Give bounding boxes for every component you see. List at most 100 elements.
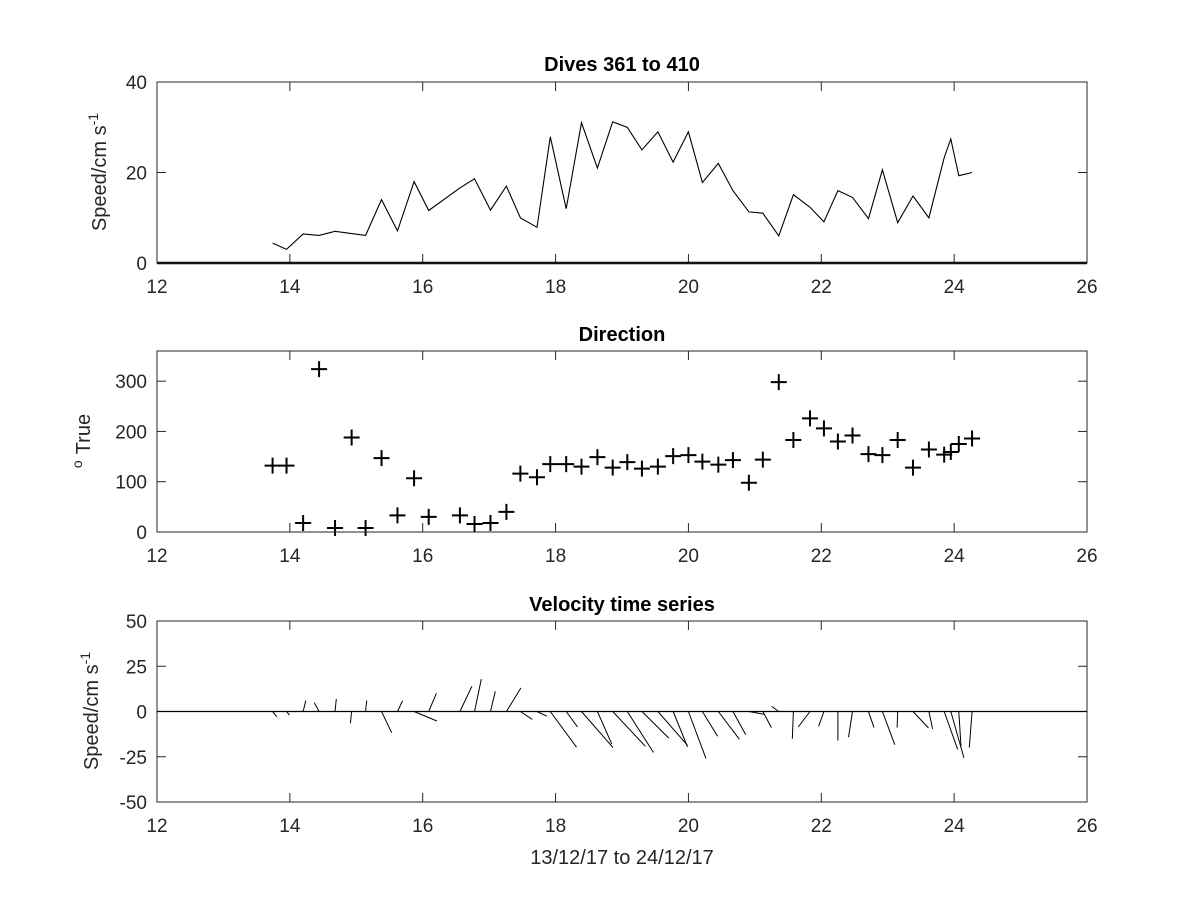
velocity-stick [334,698,337,712]
direction-point [528,469,545,486]
velocity-stick [748,711,764,715]
speed-ytick-label: 0 [136,254,147,275]
velocity-stick [701,711,719,737]
direction-point [406,470,423,487]
velocity-ytick-label: -25 [120,748,147,769]
panel-speed: Dives 361 to 410 Speed/cm s-1 12 14 16 18 20… [85,54,1098,298]
velocity-ytick-label: -50 [120,793,147,814]
direction-xtick-label: 26 [1076,546,1097,567]
direction-point [343,429,360,446]
direction-point [785,431,802,448]
direction-point [889,431,906,448]
speed-ytick-label: 20 [126,164,147,185]
direction-xtick-label: 20 [678,546,699,567]
velocity-stick [641,711,670,739]
direction-point [829,433,846,450]
velocity-stick [520,711,533,720]
panel-direction-ticks: 12 14 16 18 20 22 24 26 0 100 200 300 [115,351,1098,567]
velocity-stick [474,678,482,712]
panel-velocity-xlabel: 13/12/17 to 24/12/17 [530,847,714,869]
velocity-stick [349,711,353,724]
direction-point [936,446,953,463]
velocity-stick [912,711,929,729]
direction-point [311,361,328,378]
velocity-stick [791,711,794,739]
direction-xtick-label: 18 [545,546,566,567]
velocity-ytick-label: 25 [126,657,147,678]
velocity-ytick-label: 0 [136,703,147,724]
direction-point [604,459,621,476]
speed-xtick-label: 26 [1076,277,1097,298]
direction-point [619,454,636,471]
direction-point [466,515,483,532]
velocity-stick [536,711,548,717]
direction-xtick-label: 22 [811,546,832,567]
direction-point [373,450,390,467]
panel-direction-ylabel: o True [69,414,95,468]
direction-point [558,456,575,473]
direction-point [920,441,937,458]
panel-direction-title: Direction [579,324,666,346]
panel-velocity-ylabel-sup: -1 [77,652,93,665]
velocity-xtick-label: 14 [279,816,301,837]
velocity-stick [549,711,577,748]
panel-velocity-frame [156,620,1088,803]
direction-point [710,456,727,473]
velocity-stick [302,700,307,712]
velocity-stick [732,711,747,735]
speed-xtick-label: 20 [678,277,699,298]
direction-point [950,436,967,453]
velocity-xtick-label: 18 [545,816,566,837]
direction-point [874,447,891,464]
direction-point [278,457,295,474]
velocity-stick [505,687,522,712]
speed-xtick-label: 24 [944,277,966,298]
speed-xtick-label: 14 [279,277,301,298]
direction-point [740,474,757,491]
direction-point [801,410,818,427]
panel-direction-frame [156,350,1088,533]
velocity-xtick-label: 26 [1076,816,1097,837]
direction-point [482,514,499,531]
direction-xtick-label: 12 [146,546,167,567]
direction-point [633,460,650,477]
velocity-stick [459,686,473,712]
direction-xtick-label: 14 [279,546,301,567]
direction-point [860,446,877,463]
velocity-stick [365,700,368,712]
direction-point [542,456,559,473]
velocity-xtick-label: 20 [678,816,699,837]
velocity-stick [313,702,320,712]
direction-point [694,453,711,470]
velocity-stick [943,711,959,750]
velocity-stick [428,693,437,712]
direction-point [451,507,468,524]
direction-point [844,427,861,444]
velocity-ytick-label: 50 [126,612,147,633]
direction-point [649,458,666,475]
direction-point [815,420,832,437]
direction-ytick-label: 300 [115,372,147,393]
direction-point [389,507,406,524]
velocity-xtick-label: 22 [811,816,832,837]
speed-xtick-label: 16 [412,277,433,298]
direction-point [512,465,529,482]
direction-point [420,508,437,525]
velocity-stick [413,711,438,722]
velocity-stick [762,711,772,728]
velocity-stick [950,711,965,758]
direction-point [264,457,281,474]
panel-speed-ylabel: Speed/cm s-1 [85,113,111,231]
panel-velocity-title: Velocity time series [529,594,715,616]
direction-point [665,448,682,465]
velocity-stick [958,711,962,747]
velocity-xtick-label: 16 [412,816,433,837]
direction-point [327,519,344,536]
speed-xtick-label: 22 [811,277,832,298]
speed-xtick-label: 18 [545,277,566,298]
panel-direction-marks [264,361,981,536]
velocity-stick [928,711,934,730]
velocity-stick [596,711,613,745]
direction-ytick-label: 200 [115,422,147,443]
